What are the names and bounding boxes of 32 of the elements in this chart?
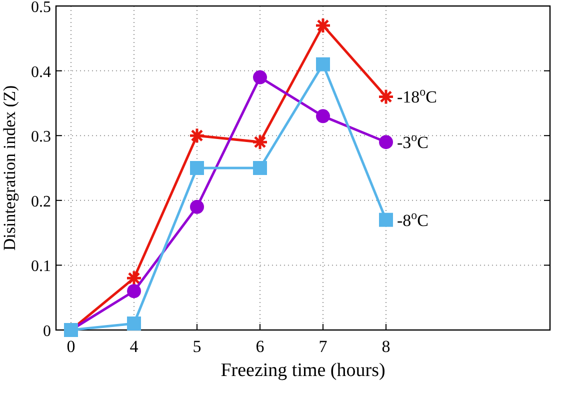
point xyxy=(252,134,268,150)
x-tick-label: 5 xyxy=(192,337,202,356)
x-tick-label: 4 xyxy=(130,337,139,356)
x-axis-title: Freezing time (hours) xyxy=(220,360,386,381)
y-tick-label: 0.4 xyxy=(31,64,51,81)
series-label: -18$^{o}$C xyxy=(397,84,437,107)
x-tick-label: 6 xyxy=(256,337,264,356)
point xyxy=(253,70,267,84)
x-tick-label: 7 xyxy=(318,337,328,356)
y-tick-label: 0.2 xyxy=(31,193,51,210)
point xyxy=(190,161,204,175)
point xyxy=(188,127,206,144)
point xyxy=(126,270,142,286)
point xyxy=(378,88,394,105)
point xyxy=(190,200,204,214)
series-label: -8$^{o}$C xyxy=(397,208,428,230)
y-tick-label: 0 xyxy=(43,323,51,340)
x-tick-label: 8 xyxy=(382,337,390,356)
y-tick-label: 0.1 xyxy=(31,258,51,276)
point xyxy=(314,17,332,34)
point xyxy=(253,161,267,175)
point xyxy=(316,109,330,124)
point xyxy=(127,316,141,331)
series-label: -3$^{o}$C xyxy=(397,130,428,152)
point xyxy=(127,284,141,298)
point xyxy=(316,57,330,72)
x-tick-label: 0 xyxy=(66,337,76,356)
y-tick-label: 0.5 xyxy=(31,0,51,16)
point xyxy=(379,212,393,227)
y-axis-title: Disintegration index (Z) xyxy=(0,85,19,251)
y-tick-label: 0.3 xyxy=(31,128,51,146)
point xyxy=(379,135,393,150)
